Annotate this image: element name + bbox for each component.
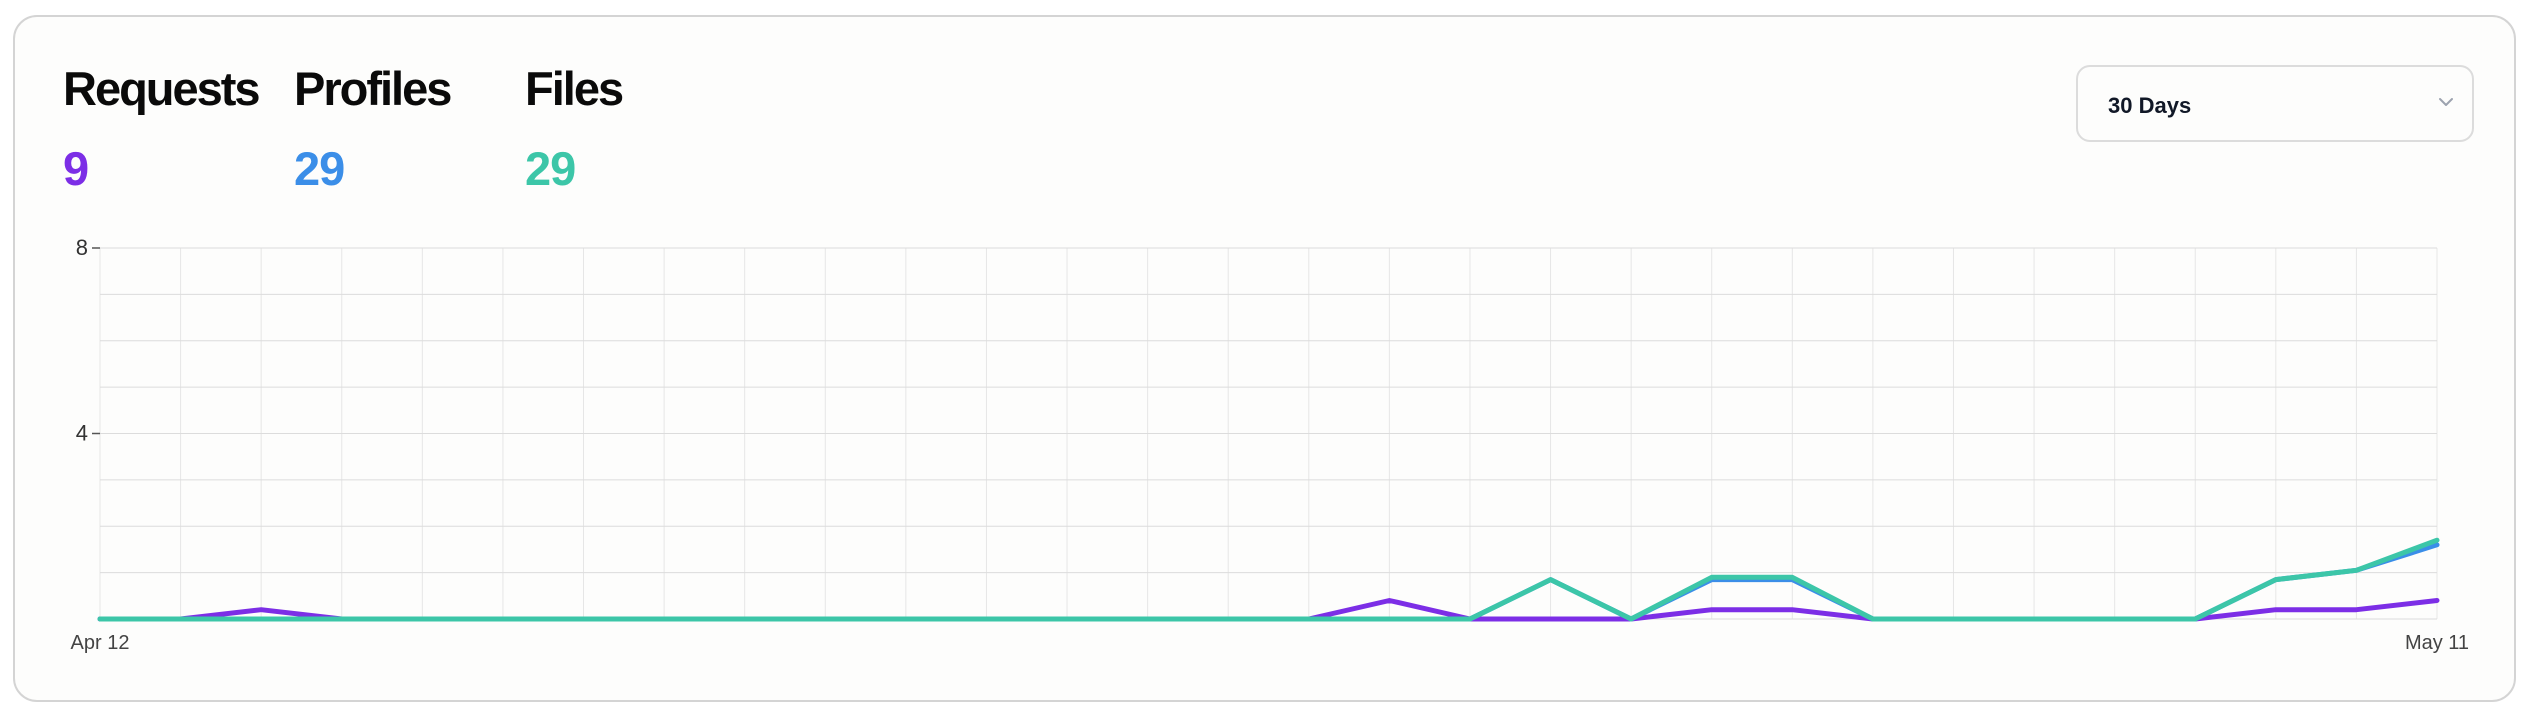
x-tick-label: Apr 12 [71,632,130,654]
chart-grid [99,247,2438,620]
date-range-value: 30 Days [2108,93,2192,118]
stat-files-label: Files [525,62,624,115]
date-range-select[interactable]: 30 Days [2076,65,2474,142]
stat-requests-label: Requests [63,62,261,115]
line-chart: 48 Apr 12 May 11 [71,235,2470,654]
series-line-profiles [97,542,2440,622]
y-tick-label: 8 [76,235,88,260]
stats-card: Requests 9 Profiles 29 Files 29 30 Days … [13,15,2516,702]
x-axis: Apr 12 May 11 [71,632,2470,654]
stat-files: Files 29 [525,62,624,195]
y-tick-label: 4 [76,421,88,446]
chart-series [97,537,2440,622]
stat-requests-value: 9 [63,142,89,195]
y-axis: 48 [76,235,100,446]
chevron-down-icon [2439,98,2453,106]
stat-profiles: Profiles 29 [294,62,452,195]
stat-profiles-label: Profiles [294,62,452,115]
x-tick-label: May 11 [2405,632,2469,654]
series-line-requests [97,598,2440,622]
stat-files-value: 29 [525,142,576,195]
series-line-files [97,537,2440,622]
stat-requests: Requests 9 [63,62,261,195]
stat-profiles-value: 29 [294,142,345,195]
